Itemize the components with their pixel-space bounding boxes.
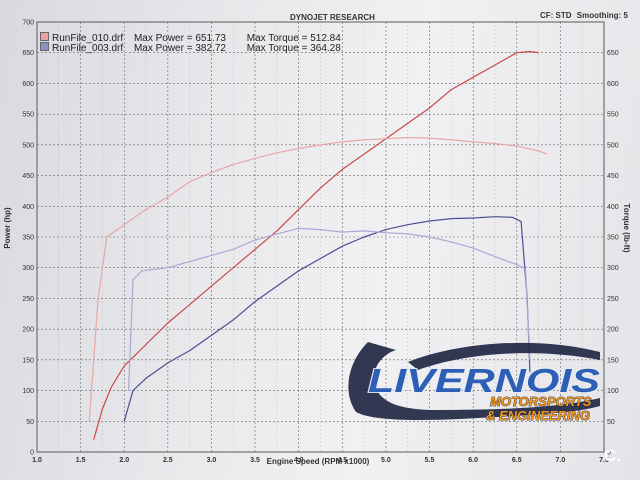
series-line-4	[128, 227, 531, 391]
legend-file-1: RunFile_010.drf	[52, 33, 124, 44]
y2-tick-label: 0	[607, 450, 611, 457]
x-tick-label: 7.5	[599, 457, 609, 464]
y2-tick-label: 550	[607, 112, 619, 119]
y-tick-label: 650	[22, 50, 34, 57]
legend-power-label-1: Max Power	[133, 33, 184, 44]
y2-tick-label: 500	[607, 142, 619, 149]
y-tick-label: 50	[26, 419, 34, 426]
cf-value: CF: STD	[540, 11, 572, 20]
legend-power-value-2: 382.72	[195, 43, 226, 54]
x-tick-label: 4.0	[294, 457, 304, 464]
legend-power-value-1: 651.73	[195, 33, 226, 44]
y2-tick-label: 650	[607, 50, 619, 57]
y2-tick-label: 300	[607, 265, 619, 272]
x-tick-label: 3.5	[250, 457, 260, 464]
corner-mark: C.	[604, 446, 621, 465]
logo-subtitle-2: & ENGINEERING	[486, 408, 590, 423]
legend-file-2: RunFile_003.drf	[52, 43, 124, 54]
series-line-2	[88, 136, 548, 422]
y-tick-label: 150	[22, 357, 34, 364]
y-tick-label: 600	[22, 81, 34, 88]
y2-tick-label: 400	[607, 204, 619, 211]
legend-torque-label-2: Max Torque	[246, 43, 299, 54]
x-tick-label: 6.5	[512, 457, 522, 464]
y2-tick-label: 100	[607, 388, 619, 395]
y2-tick-label: 150	[607, 357, 619, 364]
x-tick-label: 2.0	[119, 457, 129, 464]
y-tick-label: 100	[22, 388, 34, 395]
series-line-1	[93, 50, 539, 440]
legend-power-label-2: Max Power	[133, 43, 184, 54]
x-tick-label: 4.5	[337, 457, 347, 464]
livernois-logo: LIVERNOIS MOTORSPORTS & ENGINEERING	[348, 342, 601, 423]
y2-tick-label: 50	[607, 419, 615, 426]
x-axis-label: Engine Speed (RPM x1000)	[267, 457, 370, 466]
y2-tick-label: 350	[607, 235, 619, 242]
x-tick-label: 5.5	[425, 457, 435, 464]
y-tick-label: 550	[22, 112, 34, 119]
y-tick-label: 0	[30, 450, 34, 457]
y-tick-label: 250	[22, 296, 34, 303]
y2-tick-label: 250	[607, 296, 619, 303]
y-tick-label: 450	[22, 173, 34, 180]
x-tick-label: 1.0	[32, 457, 42, 464]
y-tick-label: 350	[22, 235, 34, 242]
chart-ticks: 1.0 1.5 2.0 2.5 3.0 3.5 4.0 4.5 5.0 5.5 6.0 6.5 7.0 7…	[22, 20, 618, 465]
x-tick-label: 3.0	[207, 457, 217, 464]
chart-series	[88, 50, 548, 440]
cf-label: CF: STD Smoothing: 5	[540, 11, 628, 20]
legend-torque-value-2: 364.28	[310, 43, 341, 54]
x-tick-label: 2.5	[163, 457, 173, 464]
y2-tick-label: 200	[607, 327, 619, 334]
y2-tick-label: 450	[607, 173, 619, 180]
x-tick-label: 7.0	[556, 457, 566, 464]
chart-title: DYNOJET RESEARCH	[290, 13, 375, 22]
x-tick-label: 6.0	[468, 457, 478, 464]
y2-tick-label: 600	[607, 81, 619, 88]
legend-swatch-2	[40, 42, 49, 51]
x-tick-label: 5.0	[381, 457, 391, 464]
y-axis-label: Power (hp)	[3, 207, 12, 249]
chart-grid	[36, 21, 605, 453]
legend-torque-value-1: 512.84	[310, 33, 341, 44]
logo-name: LIVERNOIS	[368, 362, 600, 399]
legend-torque-label-1: Max Torque	[246, 33, 299, 44]
y-tick-label: 500	[22, 142, 34, 149]
series-line-3	[123, 216, 531, 422]
smoothing-value: Smoothing: 5	[576, 11, 628, 20]
y-tick-label: 300	[22, 265, 34, 272]
x-tick-label: 1.5	[76, 457, 86, 464]
legend-row-1: RunFile_010.drf Max Power = 651.73 Max T…	[40, 32, 341, 44]
y-tick-label: 400	[22, 204, 34, 211]
logo-subtitle-1: MOTORSPORTS	[490, 394, 592, 409]
legend-row-2: RunFile_003.drf Max Power = 382.72 Max T…	[40, 42, 341, 54]
y2-axis-label: Torque (lb-ft)	[622, 203, 631, 253]
legend-swatch-1	[40, 32, 49, 41]
y-tick-label: 200	[22, 327, 34, 334]
y-tick-label: 700	[22, 20, 34, 27]
